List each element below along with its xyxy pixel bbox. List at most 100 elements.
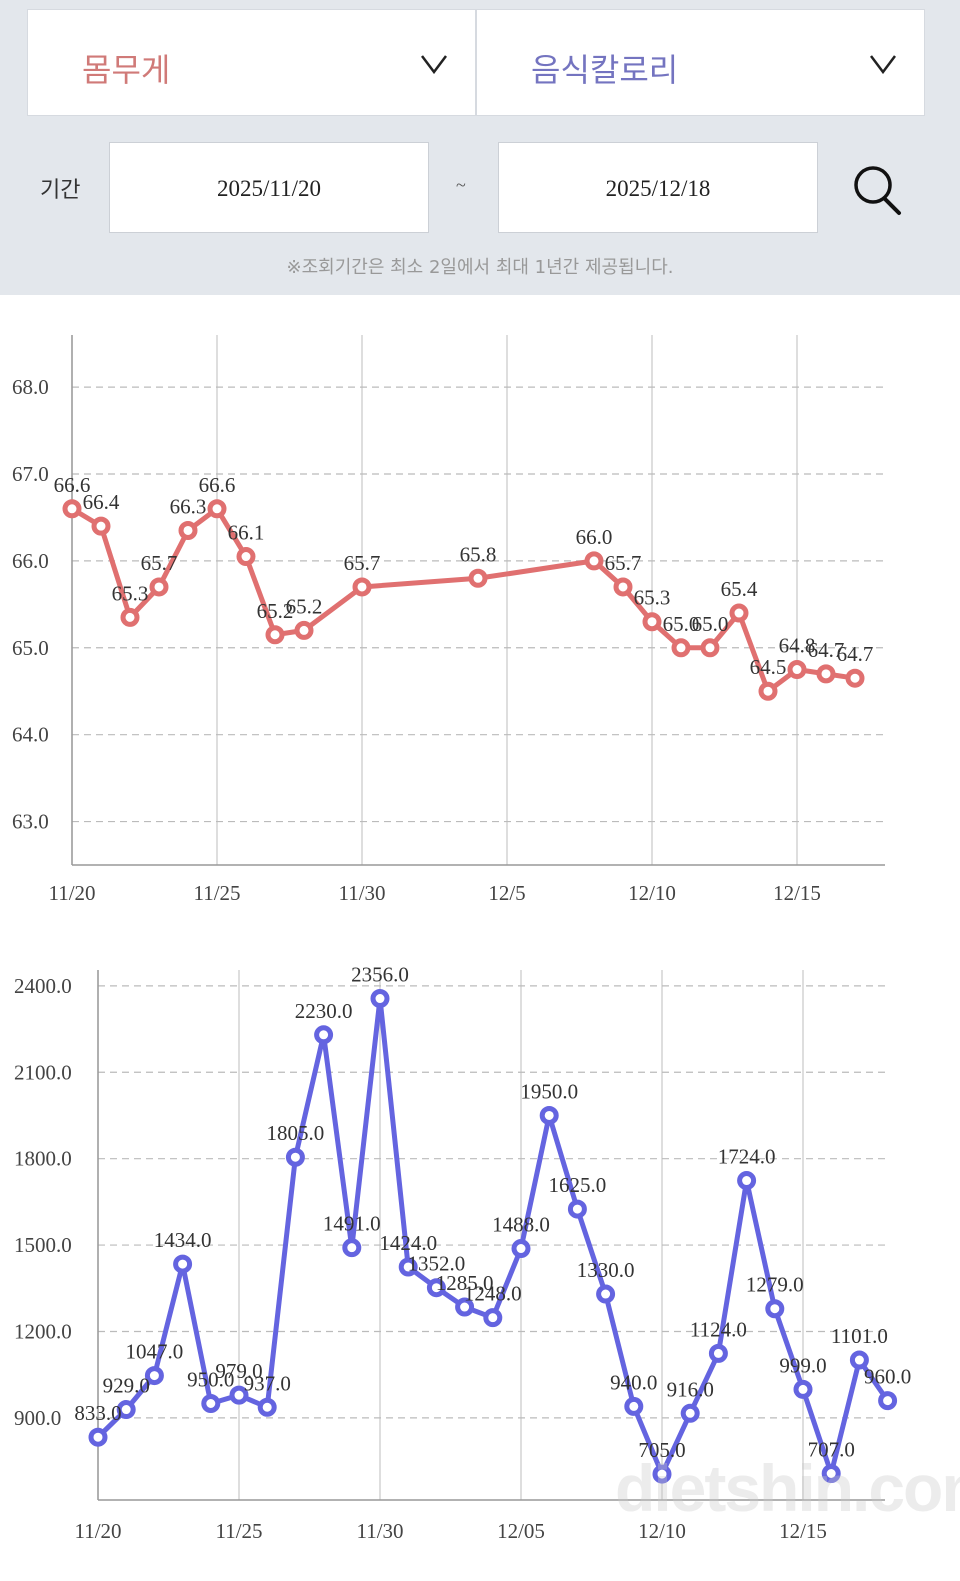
data-label: 65.3 — [634, 586, 671, 610]
data-point — [173, 1254, 193, 1274]
y-tick-label: 2100.0 — [14, 1060, 72, 1084]
data-point — [729, 603, 749, 623]
data-label: 960.0 — [864, 1365, 911, 1389]
y-tick-label: 1200.0 — [14, 1319, 72, 1343]
data-point — [370, 989, 390, 1009]
x-tick-label: 12/05 — [497, 1519, 545, 1543]
data-label: 66.6 — [54, 473, 91, 497]
data-label: 1805.0 — [267, 1121, 325, 1145]
data-point — [144, 1366, 164, 1386]
data-label: 66.0 — [576, 525, 613, 549]
data-point — [149, 577, 169, 597]
data-label: 64.7 — [808, 638, 845, 662]
data-point — [426, 1278, 446, 1298]
data-label: 65.7 — [344, 551, 381, 575]
y-tick-label: 1800.0 — [14, 1147, 72, 1171]
data-point — [849, 1350, 869, 1370]
x-tick-label: 12/5 — [488, 881, 525, 905]
data-label: 65.2 — [257, 599, 294, 623]
data-point — [821, 1464, 841, 1483]
data-label: 66.6 — [199, 473, 236, 497]
data-label: 65.7 — [605, 551, 642, 575]
data-point — [236, 547, 256, 567]
y-tick-label: 900.0 — [14, 1406, 61, 1430]
start-date-input[interactable]: 2025/11/20 — [109, 142, 429, 233]
x-tick-label: 12/15 — [779, 1519, 827, 1543]
data-point — [294, 620, 314, 640]
data-point — [207, 499, 227, 519]
data-label: 65.3 — [112, 581, 149, 605]
data-label: 979.0 — [215, 1359, 262, 1383]
data-label: 937.0 — [244, 1371, 291, 1395]
data-label: 1285.0 — [436, 1271, 494, 1295]
data-label: 833.0 — [74, 1401, 121, 1425]
data-point — [765, 1299, 785, 1319]
data-point — [120, 607, 140, 627]
end-date-input[interactable]: 2025/12/18 — [498, 142, 818, 233]
data-point — [596, 1284, 616, 1304]
period-label: 기간 — [40, 178, 81, 203]
data-label: 64.8 — [779, 634, 816, 658]
filter-panel: 몸무게 음식칼로리 기간 2025/11/20 ~ 2025/12/18 ※조회… — [0, 0, 960, 295]
period-notice: ※조회기간은 최소 2일에서 최대 1년간 제공됩니다. — [286, 257, 674, 278]
data-label: 1352.0 — [408, 1252, 466, 1276]
data-label: 65.0 — [692, 612, 729, 636]
date-separator: ~ — [456, 175, 466, 195]
data-point — [787, 660, 807, 680]
data-point — [539, 1105, 559, 1125]
data-label: 2230.0 — [295, 999, 353, 1023]
data-point — [483, 1308, 503, 1328]
x-tick-label: 11/30 — [356, 1519, 403, 1543]
data-label: 65.2 — [286, 594, 323, 618]
data-point — [116, 1400, 136, 1420]
data-point — [816, 664, 836, 684]
data-label: 1101.0 — [831, 1324, 888, 1348]
data-point — [257, 1397, 277, 1417]
x-tick-label: 12/10 — [638, 1519, 686, 1543]
x-tick-label: 11/20 — [48, 881, 95, 905]
data-point — [642, 612, 662, 632]
x-tick-label: 11/25 — [193, 881, 240, 905]
data-label: 1625.0 — [549, 1173, 607, 1197]
data-label: 929.0 — [103, 1374, 150, 1398]
data-label: 65.7 — [141, 551, 178, 575]
data-label: 66.1 — [228, 521, 265, 545]
data-label: 66.4 — [83, 490, 120, 514]
watermark-logo: dietshin.com — [615, 1451, 960, 1525]
data-point — [62, 499, 82, 519]
calorie-chart: 11/20 11/25 11/30 12/05 12/10 12/15 900.0 1200.… — [14, 963, 911, 1543]
y-tick-label: 1500.0 — [14, 1233, 72, 1257]
x-tick-label: 12/15 — [773, 881, 821, 905]
data-label: 707.0 — [808, 1438, 855, 1462]
data-point — [342, 1238, 362, 1258]
data-point — [314, 1025, 334, 1045]
x-tick-label: 11/25 — [215, 1519, 262, 1543]
data-point — [285, 1147, 305, 1167]
data-point — [398, 1257, 418, 1277]
y-tick-label: 65.0 — [12, 636, 49, 660]
data-point — [468, 568, 488, 588]
data-label: 1330.0 — [577, 1258, 635, 1282]
data-point — [845, 668, 865, 688]
y-tick-label: 64.0 — [12, 723, 49, 747]
data-point — [878, 1391, 898, 1411]
data-label: 950.0 — [187, 1368, 234, 1392]
data-point — [613, 577, 633, 597]
data-point — [758, 681, 778, 701]
data-point — [680, 1403, 700, 1423]
y-tick-label: 2400.0 — [14, 974, 72, 998]
data-label: 65.8 — [460, 542, 497, 566]
data-point — [793, 1379, 813, 1399]
metric-select-right[interactable]: 음식칼로리 — [476, 9, 925, 116]
data-point — [88, 1427, 108, 1447]
data-label: 66.3 — [170, 494, 207, 518]
x-tick-label: 12/10 — [628, 881, 676, 905]
data-label: 1424.0 — [379, 1231, 437, 1255]
search-icon[interactable] — [852, 164, 902, 216]
data-label: 1491.0 — [323, 1212, 381, 1236]
metric-select-left[interactable]: 몸무게 — [27, 9, 476, 116]
data-point — [652, 1464, 672, 1484]
data-point — [455, 1297, 475, 1317]
y-tick-label: 66.0 — [12, 549, 49, 573]
data-label: 64.7 — [837, 642, 874, 666]
